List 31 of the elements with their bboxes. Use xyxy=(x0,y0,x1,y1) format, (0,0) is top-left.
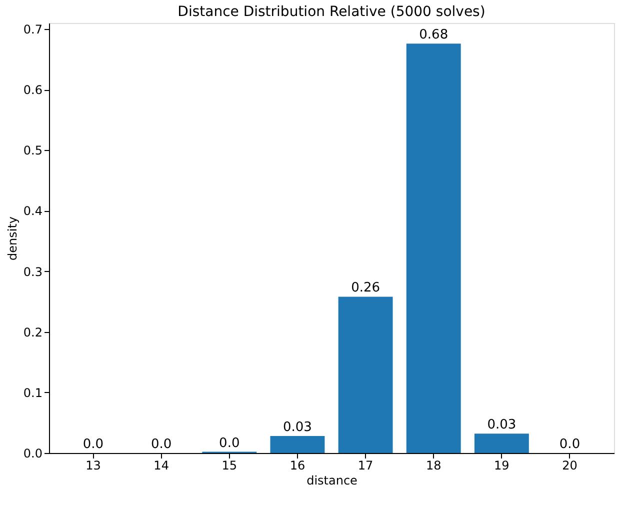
x-tick-label: 19 xyxy=(494,458,510,472)
data-label: 0.68 xyxy=(419,28,448,43)
bar xyxy=(338,296,393,453)
y-tick-label: 0.4 xyxy=(23,204,42,218)
data-label: 0.0 xyxy=(150,437,172,452)
x-tick-label: 13 xyxy=(86,458,101,472)
x-tick-label: 17 xyxy=(358,458,374,472)
y-tick-label: 0.6 xyxy=(23,83,42,98)
bar xyxy=(270,436,325,453)
data-label: 0.0 xyxy=(219,436,240,451)
y-tick-label: 0.0 xyxy=(23,446,42,460)
chart-title: Distance Distribution Relative (5000 solves) xyxy=(178,4,486,20)
y-tick-label: 0.2 xyxy=(23,325,42,340)
data-label: 0.26 xyxy=(351,280,380,296)
bar xyxy=(406,44,461,453)
x-tick-label: 20 xyxy=(562,458,578,472)
data-label: 0.0 xyxy=(559,437,580,452)
x-tick-label: 18 xyxy=(426,458,442,472)
bar xyxy=(474,434,529,453)
y-axis-title: density xyxy=(5,216,20,260)
x-tick-label: 15 xyxy=(222,458,238,472)
data-label: 0.03 xyxy=(282,420,312,436)
data-label: 0.03 xyxy=(487,418,516,433)
y-tick-label: 0.5 xyxy=(23,144,42,158)
x-axis-title: distance xyxy=(306,474,358,488)
y-tick-label: 0.7 xyxy=(23,22,42,37)
x-tick-label: 14 xyxy=(154,458,169,472)
x-tick-label: 16 xyxy=(290,458,306,472)
y-tick-label: 0.3 xyxy=(23,264,42,279)
y-tick-label: 0.1 xyxy=(23,386,42,400)
data-label: 0.0 xyxy=(82,437,104,452)
